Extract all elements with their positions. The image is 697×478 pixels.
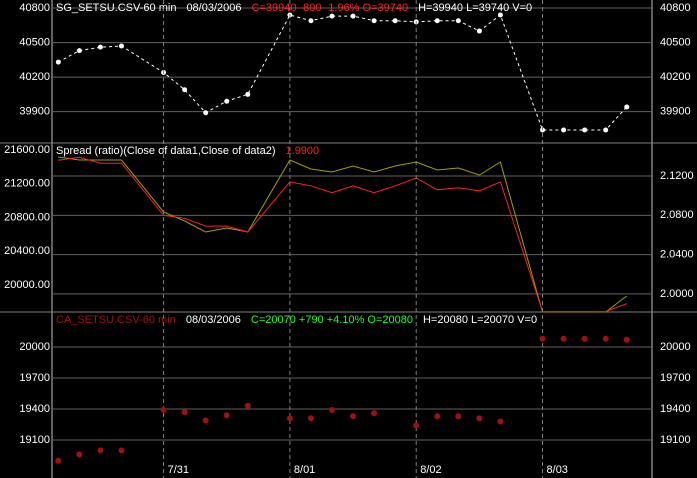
header-item: 08/03/2006 [186, 314, 241, 326]
header-item: SG_SETSU.CSV-60 min [56, 2, 176, 14]
data-point [329, 13, 335, 19]
data-point [97, 44, 103, 50]
header-item: C=20070 +790 +4.10% O=20080 [251, 314, 413, 326]
data-point [602, 335, 609, 342]
x-tick-label: 8/02 [420, 464, 441, 476]
data-point [371, 410, 378, 417]
y-tick-label-right: 19100 [660, 434, 691, 446]
y-tick-label: 19700 [19, 372, 50, 384]
data-point [307, 415, 314, 422]
data-point [329, 407, 335, 414]
data-point [392, 18, 398, 24]
y-tick-label: 21600.00 [4, 144, 50, 156]
data-point [181, 409, 188, 416]
data-point [286, 415, 293, 422]
y-tick-label-right: 19400 [660, 403, 691, 415]
data-point [434, 18, 440, 24]
data-point [76, 48, 82, 54]
data-point [223, 412, 230, 419]
y-tick-label: 20000.00 [4, 279, 50, 291]
y-tick-label: 21200.00 [4, 178, 50, 190]
data-point [350, 413, 357, 420]
series-line [58, 156, 627, 313]
data-point [476, 415, 483, 422]
data-point [413, 422, 420, 429]
data-point [434, 413, 441, 420]
y-tick-label: 19400 [19, 403, 50, 415]
y-tick-label-right: 19700 [660, 372, 691, 384]
series-line [58, 156, 628, 313]
data-point [455, 413, 462, 420]
panel-header: SG_SETSU.CSV-60 min 08/03/2006 C=39940 -80… [56, 2, 532, 14]
data-point [97, 447, 104, 454]
data-point [497, 418, 504, 425]
x-tick-label: 7/31 [168, 464, 189, 476]
header-item: H=20080 L=20070 V=0 [423, 314, 537, 326]
y-tick-label: 20800.00 [4, 211, 50, 223]
data-point [244, 402, 251, 409]
data-point [560, 335, 567, 342]
y-tick-label: 40500 [19, 36, 50, 48]
y-tick-label: 20000 [19, 341, 50, 353]
y-tick-label: 19100 [19, 434, 50, 446]
data-point [581, 335, 588, 342]
series-line [58, 14, 628, 131]
y2-tick-label: 2.0800 [660, 209, 694, 221]
data-point [118, 447, 125, 454]
header-item: CA_SETSU.CSV-60 min [56, 314, 176, 326]
data-point [623, 336, 630, 343]
y-tick-label: 39900 [19, 105, 50, 117]
header-item: C=39940 -800 -1.96% O=39740 [252, 2, 409, 14]
data-point [76, 451, 83, 458]
header-item: Spread (ratio)(Close of data1,Close of d… [56, 145, 276, 157]
y-tick-label: 40800 [19, 2, 50, 14]
y-tick-label-right: 40500 [660, 36, 691, 48]
y-tick-label-right: 39900 [660, 105, 691, 117]
data-point [539, 335, 546, 342]
panel-header: Spread (ratio)(Close of data1,Close of d… [56, 145, 319, 157]
y2-tick-label: 2.1200 [660, 170, 694, 182]
data-point [245, 91, 251, 97]
header-item: 08/03/2006 [186, 2, 241, 14]
data-point [202, 417, 209, 424]
data-point [582, 127, 588, 133]
y-tick-label: 40200 [19, 71, 50, 83]
x-tick-label: 8/03 [547, 464, 568, 476]
x-tick-label: 8/01 [294, 464, 315, 476]
y-tick-label: 20400.00 [4, 245, 50, 257]
panel-header: CA_SETSU.CSV-60 min 08/03/2006 C=20070 +79… [56, 314, 537, 326]
y-tick-label-right: 40800 [660, 2, 691, 14]
y2-tick-label: 2.0000 [660, 288, 694, 300]
header-item: H=39940 L=39740 V=0 [418, 2, 532, 14]
y-tick-label-right: 20000 [660, 341, 691, 353]
y-tick-label-right: 40200 [660, 71, 691, 83]
data-point [160, 407, 167, 414]
header-item: 1.9900 [286, 145, 320, 157]
data-point [55, 457, 62, 464]
y2-tick-label: 2.0400 [660, 249, 694, 261]
